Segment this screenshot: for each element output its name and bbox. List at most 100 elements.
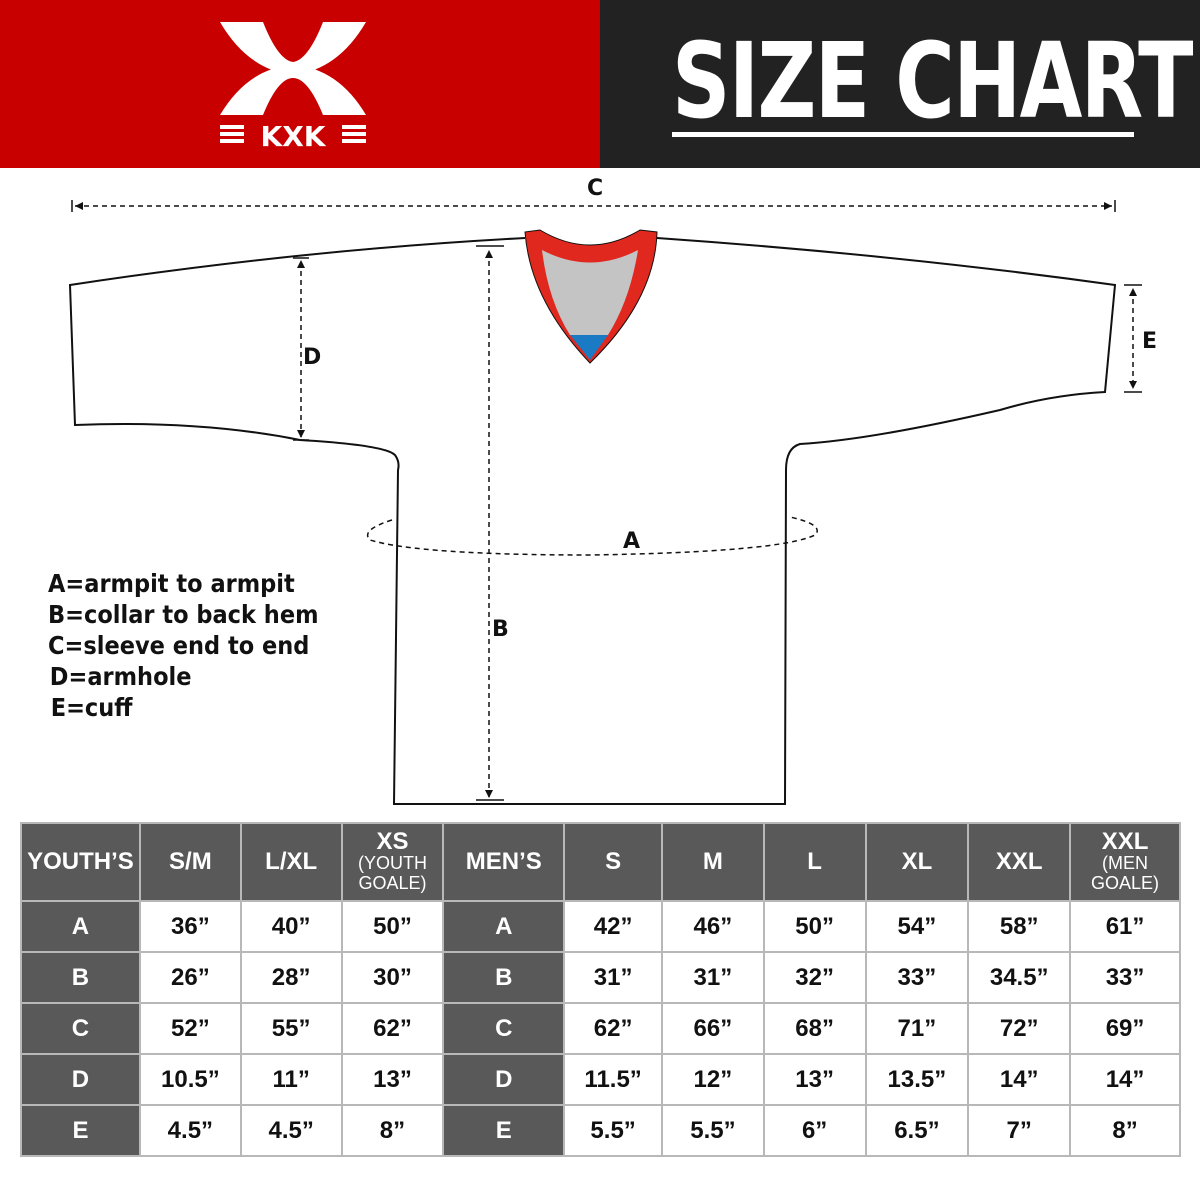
cell-text: B — [71, 963, 90, 991]
row-key: C — [20, 1002, 141, 1055]
dimension-label-b: B — [492, 617, 509, 642]
cell-text: D — [71, 1065, 90, 1093]
cell-text: 31” — [593, 963, 633, 991]
cell-text: 30” — [373, 963, 412, 991]
cell-text: 46” — [693, 912, 733, 940]
jersey-outline — [68, 237, 1117, 805]
men-value: 46” — [661, 900, 765, 953]
cell-text: E — [495, 1116, 512, 1144]
row-key: A — [20, 900, 141, 953]
cell-text: E — [72, 1116, 89, 1144]
cell-text: 4.5” — [167, 1116, 214, 1144]
men-value: 69” — [1069, 1002, 1181, 1055]
cell-text: 36” — [171, 912, 210, 940]
youth-header: YOUTH’S — [20, 822, 141, 902]
men-size-header: M — [661, 822, 765, 902]
title-banner — [600, 0, 1200, 168]
cell-text: D — [495, 1065, 513, 1093]
cell-text: 12” — [693, 1065, 733, 1093]
legend-item: B=collar to back hem — [48, 600, 319, 629]
youth-value: 62” — [340, 1002, 445, 1055]
men-value: 33” — [864, 951, 970, 1004]
men-value: 50” — [762, 900, 867, 953]
cell-text: 26” — [171, 963, 210, 991]
table-header-row: YOUTH’S S/M L/XL XS (YOUTH GOALE) MEN’S S M L XL X… — [20, 822, 1181, 902]
men-size-header: XL — [864, 822, 970, 902]
cell-text: 71” — [897, 1014, 937, 1042]
men-size-header: XXL — [967, 822, 1072, 902]
cell-text: 50” — [373, 912, 412, 940]
dimension-label-a: A — [623, 529, 641, 554]
men-value: 13” — [762, 1053, 867, 1106]
cell-text: 34.5” — [989, 963, 1049, 991]
cell-text: XXL — [995, 848, 1043, 875]
youth-value: 8” — [340, 1104, 445, 1157]
men-value: 14” — [967, 1053, 1072, 1106]
table-row: A 36” 40” 50” A 42” 46” 50” 54” 58” 61” — [20, 900, 1181, 953]
dimension-label-d: D — [303, 345, 322, 370]
youth-size-header: XS (YOUTH GOALE) — [340, 822, 445, 902]
men-value: 11.5” — [563, 1053, 664, 1106]
kxk-logo: KXK — [220, 22, 366, 150]
cell-text: 33” — [897, 963, 937, 991]
men-value: 68” — [762, 1002, 867, 1055]
cell-subtext: (YOUTH GOALE) — [357, 853, 427, 893]
cell-text: L — [807, 848, 822, 875]
cell-text: 13” — [373, 1065, 412, 1093]
cell-text: C — [71, 1014, 90, 1042]
men-value: 66” — [661, 1002, 765, 1055]
cell-text: 50” — [795, 912, 834, 940]
table-row: C 52” 55” 62” C 62” 66” 68” 71” 72” 69” — [20, 1002, 1181, 1055]
cell-text: 11” — [272, 1065, 310, 1093]
row-key: E — [20, 1104, 141, 1157]
cell-text: 52” — [171, 1014, 210, 1042]
table-row: D 10.5” 11” 13” D 11.5” 12” 13” 13.5” 14” 14” — [20, 1053, 1181, 1106]
youth-value: 52” — [138, 1002, 242, 1055]
legend-item: E=cuff — [50, 693, 133, 722]
cell-text: 8” — [1112, 1116, 1138, 1144]
table-row: E 4.5” 4.5” 8” E 5.5” 5.5” 6” 6.5” 7” 8” — [20, 1104, 1181, 1157]
youth-value: 36” — [138, 900, 242, 953]
cell-text: YOUTH’S — [27, 848, 134, 875]
cell-text: 5.5” — [590, 1116, 636, 1144]
men-size-header: XXL (MEN GOALE) — [1069, 822, 1181, 902]
men-size-header: S — [563, 822, 664, 902]
dimension-label-e: E — [1142, 329, 1158, 354]
cell-text: 55” — [271, 1014, 311, 1042]
cell-text: 66” — [693, 1014, 733, 1042]
youth-value: 50” — [340, 900, 445, 953]
cell-text: XL — [901, 848, 933, 875]
youth-value: 55” — [239, 1002, 343, 1055]
collar-tag — [570, 335, 608, 360]
legend-item: C=sleeve end to end — [48, 631, 310, 660]
cell-text: 28” — [271, 963, 311, 991]
youth-value: 10.5” — [138, 1053, 242, 1106]
legend-item: A=armpit to armpit — [48, 569, 295, 598]
men-header: MEN’S — [442, 822, 566, 902]
men-value: 34.5” — [967, 951, 1072, 1004]
men-value: 54” — [864, 900, 970, 953]
cell-text: 32” — [795, 963, 834, 991]
cell-text: 62” — [593, 1014, 633, 1042]
cell-text: 6” — [801, 1116, 828, 1144]
cell-text: 54” — [897, 912, 937, 940]
logo-text: KXK — [261, 120, 327, 150]
cell-text: 14” — [1105, 1065, 1145, 1093]
cell-text: 72” — [999, 1014, 1039, 1042]
youth-value: 4.5” — [239, 1104, 343, 1157]
dimension-label-c: C — [587, 176, 604, 201]
cell-text: 40” — [271, 912, 311, 940]
cell-text: 42” — [593, 912, 633, 940]
page-title: SIZE CHART — [672, 20, 1193, 142]
youth-value: 4.5” — [138, 1104, 242, 1157]
cell-text: 5.5” — [690, 1116, 736, 1144]
men-value: 12” — [661, 1053, 765, 1106]
cell-text: 61” — [1105, 912, 1145, 940]
men-value: 5.5” — [661, 1104, 765, 1157]
cell-text: 68” — [795, 1014, 834, 1042]
men-value: 58” — [967, 900, 1072, 953]
men-value: 33” — [1069, 951, 1181, 1004]
men-value: 71” — [864, 1002, 970, 1055]
cell-text: XS — [376, 828, 409, 855]
youth-size-header: L/XL — [239, 822, 343, 902]
